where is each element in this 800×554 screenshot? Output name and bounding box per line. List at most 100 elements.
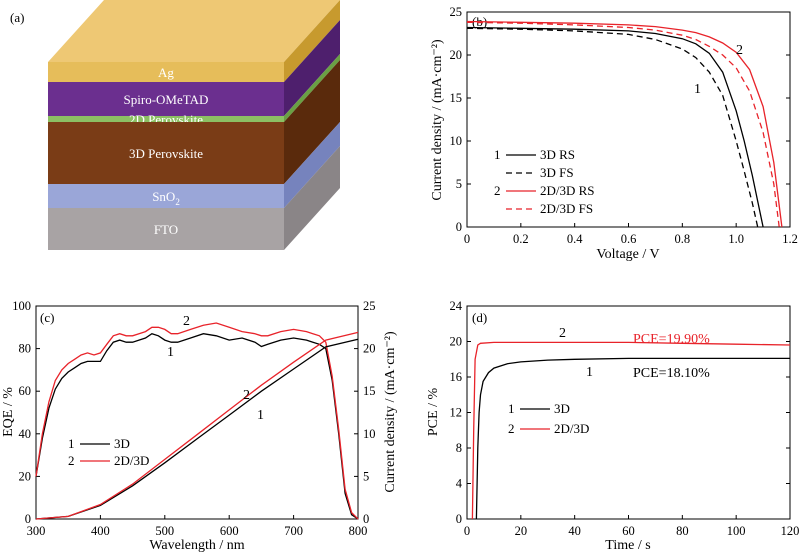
y-tick-label: 24	[450, 299, 463, 313]
legend-number: 1	[508, 401, 515, 416]
pce-stability-chart: (d) Time / s PCE / % 0 20 40 60 80 100 1200481…	[426, 299, 799, 553]
layer-front-face	[48, 184, 284, 208]
legend-label: 2D/3D	[554, 421, 589, 436]
x-axis-label: Time / s	[605, 538, 650, 553]
y-tick-label: 5	[456, 177, 462, 191]
x-axis-label: Wavelength / nm	[149, 538, 244, 553]
jv-curve-chart: (b) Voltage / V Current density / (mA·cm…	[430, 5, 798, 262]
layer-label: 3D Perovskite	[129, 146, 203, 161]
curve-annotation: 2	[559, 326, 566, 341]
series-line-3d	[35, 332, 359, 520]
legend-label: 2D/3D RS	[540, 183, 595, 198]
curve-annotation: 2	[183, 314, 190, 329]
series-line-3d-jsc	[35, 338, 359, 520]
y-axis-label: EQE / %	[1, 387, 16, 437]
curve-annotation: 1	[586, 365, 593, 380]
x-tick-label: 500	[155, 524, 174, 538]
panel-label-d: (d)	[472, 310, 487, 325]
x-tick-label: 400	[91, 524, 110, 538]
x-tick-label: 0	[464, 232, 470, 246]
y2-tick-label: 10	[363, 427, 376, 441]
layer-side-face	[284, 60, 340, 184]
layer-label: Ag	[158, 65, 174, 80]
y-tick-label: 20	[450, 335, 463, 349]
panel-label-c: (c)	[40, 310, 54, 325]
y-tick-label: 25	[450, 5, 463, 19]
x-tick-label: 300	[27, 524, 46, 538]
layer-side-face	[284, 146, 340, 250]
x-tick-label: 1.2	[782, 232, 798, 246]
curve-annotation: 2	[243, 388, 250, 403]
layer-front-face	[48, 208, 284, 250]
layer-label: SnO2	[152, 189, 180, 207]
y-tick-label: 10	[450, 134, 463, 148]
curve-annotation: 1	[257, 408, 264, 423]
pce-label-2d3d: PCE=19.90%	[633, 332, 710, 347]
curve-annotation: 1	[167, 345, 174, 360]
y2-tick-label: 5	[363, 469, 369, 483]
layer-front-face	[48, 82, 284, 116]
y-tick-label: 0	[456, 220, 462, 234]
x-tick-label: 600	[220, 524, 239, 538]
y-tick-label: 15	[450, 91, 463, 105]
y-tick-label: 4	[456, 477, 463, 491]
x-tick-label: 0.4	[567, 232, 583, 246]
y2-tick-label: 20	[363, 342, 376, 356]
y-axis-label: PCE / %	[426, 388, 441, 437]
series-line-3d-rs	[466, 26, 764, 228]
y-tick-label: 80	[19, 342, 32, 356]
y-tick-label: 8	[456, 441, 462, 455]
legend-number: 2	[508, 421, 515, 436]
y-tick-label: 0	[25, 512, 31, 526]
x-tick-label: 0	[464, 524, 470, 538]
x-tick-label: 60	[622, 524, 635, 538]
layer-label: FTO	[154, 222, 178, 237]
x-tick-label: 80	[676, 524, 689, 538]
series-line-2d-3d	[471, 341, 791, 520]
series-line-3d	[475, 357, 790, 520]
x-tick-label: 700	[284, 524, 303, 538]
y-tick-label: 60	[19, 384, 32, 398]
eqe-chart: (c) Wavelength / nm EQE / % Current dens…	[1, 299, 398, 553]
y-tick-label: 20	[19, 469, 32, 483]
y-tick-label: 40	[19, 427, 32, 441]
layer-side-face	[284, 54, 340, 122]
series-line-2d-3d	[35, 322, 359, 520]
x-tick-label: 0.6	[621, 232, 637, 246]
y2-tick-label: 25	[363, 299, 376, 313]
layer-front-face	[48, 62, 284, 82]
legend-label: 2D/3D FS	[540, 201, 593, 216]
y-tick-label: 16	[450, 370, 463, 384]
legend-number: 2	[494, 183, 501, 198]
x-tick-label: 120	[781, 524, 800, 538]
layer-front-face	[48, 116, 284, 122]
y-tick-label: 12	[450, 406, 463, 420]
x-tick-label: 0.8	[675, 232, 691, 246]
layer-side-face	[284, 0, 340, 82]
x-tick-label: 1.0	[728, 232, 744, 246]
plot-frame	[466, 305, 791, 520]
legend-label: 3D RS	[540, 147, 575, 162]
series-line-3d-fs	[466, 27, 759, 228]
x-tick-label: 20	[515, 524, 528, 538]
layer-side-face	[284, 122, 340, 208]
x-tick-label: 800	[349, 524, 368, 538]
legend-number: 1	[494, 147, 501, 162]
series-line-2d-3d-jsc	[35, 331, 359, 520]
plot-frame	[35, 305, 359, 520]
legend-label: 3D	[554, 401, 570, 416]
y-tick-label: 20	[450, 48, 463, 62]
y2-axis-label: Current density / (mA·cm⁻²)	[383, 331, 398, 493]
pce-label-3d: PCE=18.10%	[633, 366, 710, 381]
legend-label: 2D/3D	[114, 453, 149, 468]
legend-label: 3D FS	[540, 165, 574, 180]
x-tick-label: 0.2	[513, 232, 529, 246]
series-line-2d-3d-rs	[466, 20, 783, 228]
x-tick-label: 40	[568, 524, 581, 538]
layer-label: Spiro-OMeTAD	[124, 92, 209, 107]
y2-tick-label: 15	[363, 384, 376, 398]
y-axis-label: Current density / (mA·cm⁻²)	[430, 39, 445, 201]
layer-top-face	[48, 0, 340, 62]
